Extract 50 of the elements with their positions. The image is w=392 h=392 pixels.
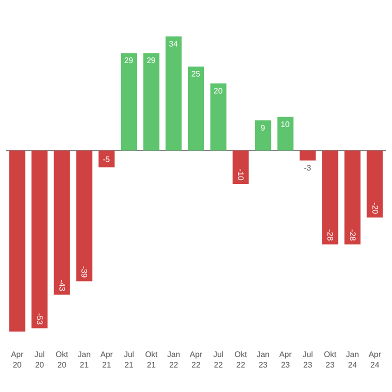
data-label: -20 bbox=[370, 202, 380, 215]
bar bbox=[76, 150, 92, 282]
bar bbox=[210, 83, 226, 150]
data-label: 9 bbox=[260, 123, 266, 132]
x-tick-label: Apr 24 bbox=[368, 350, 382, 370]
bar bbox=[300, 150, 316, 161]
x-tick-label: Okt 22 bbox=[234, 350, 248, 370]
x-tick-label: Jul 22 bbox=[213, 350, 224, 370]
x-tick-label: Jan 23 bbox=[256, 350, 270, 370]
x-tick-label: Jul 21 bbox=[124, 350, 134, 370]
bar bbox=[31, 150, 48, 328]
data-label: -28 bbox=[348, 229, 357, 242]
x-tick-label: Jul 23 bbox=[302, 350, 314, 370]
data-label: 25 bbox=[191, 70, 201, 79]
bar bbox=[166, 36, 182, 150]
x-tick-label: Jan 22 bbox=[167, 350, 180, 370]
data-label: -5 bbox=[102, 155, 110, 164]
data-label: 20 bbox=[214, 86, 224, 96]
x-tick-label: Okt 23 bbox=[324, 350, 338, 370]
x-tick-label: Apr 20 bbox=[10, 350, 24, 370]
data-label: -28 bbox=[326, 229, 335, 242]
bar bbox=[277, 116, 294, 150]
bar bbox=[344, 150, 361, 244]
bar bbox=[120, 53, 137, 150]
x-tick-label: Jul 20 bbox=[34, 350, 45, 370]
x-tick-label: Jan 21 bbox=[78, 350, 91, 370]
x-tick-label: Apr 23 bbox=[279, 350, 292, 370]
data-label: -43 bbox=[57, 280, 66, 292]
data-label: 10 bbox=[280, 120, 290, 129]
data-label: 29 bbox=[124, 56, 134, 66]
bar bbox=[255, 120, 272, 150]
bar bbox=[322, 150, 338, 244]
x-tick-label: Jan 24 bbox=[346, 350, 359, 370]
data-label: -3 bbox=[304, 164, 312, 173]
data-label: -53 bbox=[35, 313, 44, 326]
x-tick-label: Apr 22 bbox=[190, 350, 203, 370]
x-tick-label: Okt 21 bbox=[145, 350, 158, 370]
data-label: 29 bbox=[146, 56, 156, 66]
bar bbox=[9, 150, 26, 332]
bar bbox=[54, 150, 70, 295]
bar bbox=[98, 150, 115, 168]
data-label: -10 bbox=[236, 168, 246, 181]
bar bbox=[143, 53, 160, 150]
bar bbox=[366, 150, 383, 218]
x-tick-label: Okt 20 bbox=[56, 350, 69, 370]
data-label: 34 bbox=[168, 39, 178, 48]
bar bbox=[188, 66, 204, 150]
bar bbox=[232, 150, 249, 184]
x-tick-label: Apr 21 bbox=[100, 350, 114, 370]
data-label: -39 bbox=[80, 266, 89, 278]
